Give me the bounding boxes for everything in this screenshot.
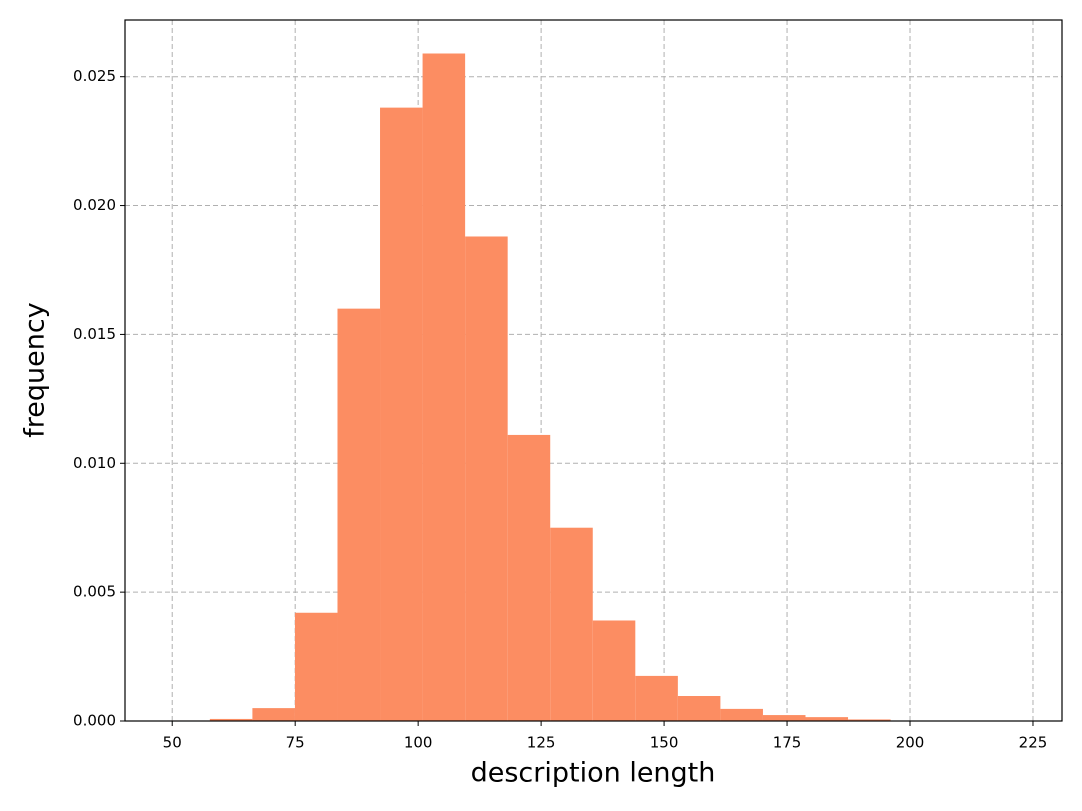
- y-tick-label: 0.015: [73, 325, 116, 343]
- bar: [762, 715, 806, 721]
- plot-frame: [124, 19, 1063, 722]
- bar: [592, 620, 636, 721]
- y-tick-label: 0.025: [73, 67, 116, 85]
- x-tick-label: 200: [896, 734, 925, 752]
- bar: [465, 236, 508, 721]
- x-tick-label: 75: [286, 734, 305, 752]
- bar: [677, 696, 721, 721]
- x-tick-label: 150: [650, 734, 679, 752]
- x-tick-label: 175: [773, 734, 802, 752]
- bar: [380, 107, 423, 721]
- y-tick-label: 0.010: [73, 454, 116, 472]
- bar: [294, 612, 338, 721]
- bar: [550, 527, 593, 721]
- x-axis-label: description length: [471, 758, 716, 789]
- y-tick-label: 0.020: [73, 196, 116, 214]
- bar: [507, 434, 551, 721]
- bar: [720, 708, 763, 721]
- bar: [422, 53, 466, 722]
- y-axis-label: frequency: [20, 302, 51, 437]
- bar: [209, 718, 253, 721]
- x-tick-label: 225: [1019, 734, 1048, 752]
- x-tick-label: 125: [527, 734, 556, 752]
- y-tick-label: 0.000: [73, 712, 116, 730]
- bar: [805, 717, 849, 721]
- bar: [252, 708, 295, 721]
- x-tick-label: 100: [404, 734, 433, 752]
- bar: [848, 719, 891, 721]
- x-tick-label: 50: [163, 734, 182, 752]
- y-tick-label: 0.005: [73, 583, 116, 601]
- bar: [635, 675, 678, 721]
- bar: [337, 308, 381, 721]
